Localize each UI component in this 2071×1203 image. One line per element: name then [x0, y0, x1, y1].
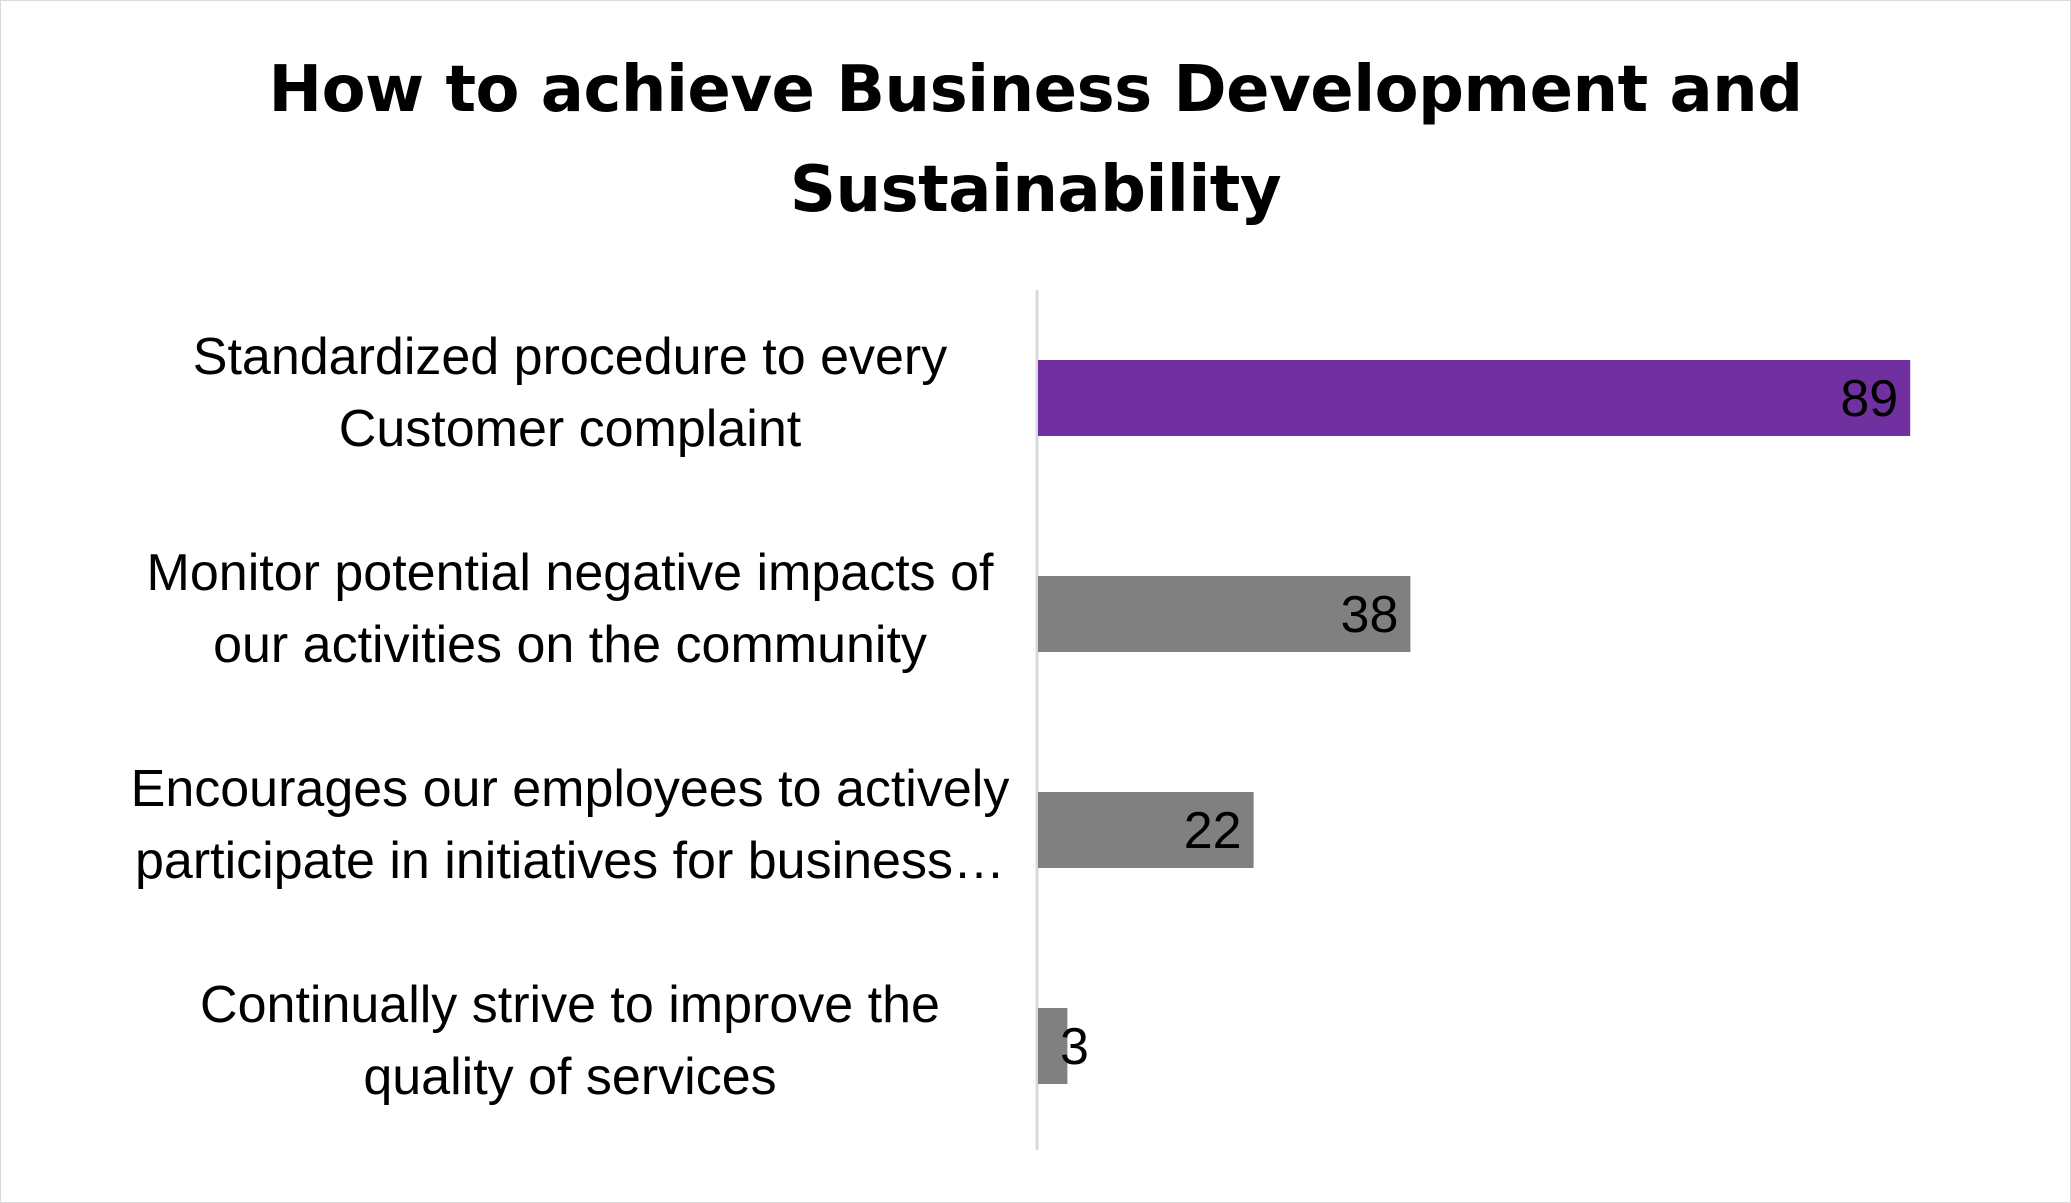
category-label-1: Standardized procedure to every Customer … — [193, 328, 947, 458]
category-label-2-line-1: Monitor potential negative impacts of — [147, 544, 994, 602]
data-label-1: 89 — [1840, 370, 1898, 428]
category-label-2: Monitor potential negative impacts of our… — [147, 544, 994, 674]
chart-title: How to achieve Business Development and … — [0, 40, 2071, 240]
category-label-3-line-2: participate in initiatives for business… — [135, 832, 1005, 890]
data-label-2: 38 — [1341, 586, 1399, 644]
category-label-4-line-2: quality of services — [363, 1048, 776, 1106]
data-label-3: 22 — [1184, 802, 1242, 860]
category-label-4-line-1: Continually strive to improve the — [200, 976, 940, 1034]
category-label-1-line-2: Customer complaint — [339, 400, 802, 458]
chart-title-line-1: How to achieve Business Development and — [268, 53, 1804, 127]
bar-4 — [1038, 1008, 1068, 1084]
category-label-3: Encourages our employees to actively part… — [131, 760, 1010, 890]
category-label-3-line-1: Encourages our employees to actively — [131, 760, 1010, 818]
category-label-4: Continually strive to improve the quality… — [200, 976, 940, 1106]
bar-1 — [1038, 360, 1911, 436]
bar-2 — [1038, 576, 1411, 652]
data-label-4: 3 — [1060, 1018, 1089, 1076]
chart-title-line-2: Sustainability — [789, 153, 1282, 227]
bar-3 — [1038, 792, 1254, 868]
category-label-1-line-1: Standardized procedure to every — [193, 328, 947, 386]
category-label-2-line-2: our activities on the community — [213, 616, 927, 674]
